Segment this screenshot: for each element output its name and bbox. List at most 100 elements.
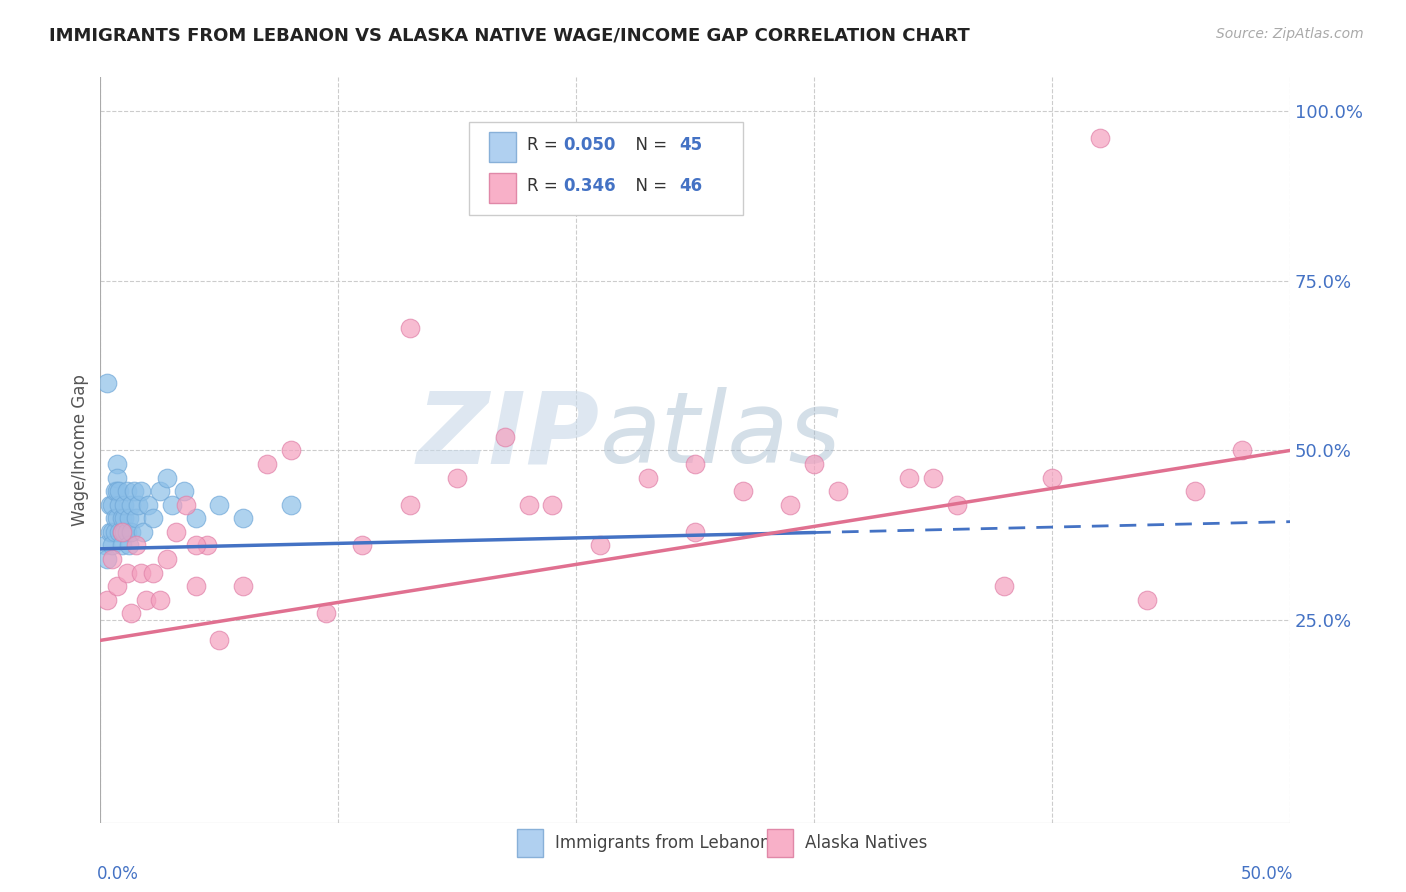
Point <box>541 498 564 512</box>
Point <box>398 321 420 335</box>
Point <box>105 511 128 525</box>
Point <box>683 524 706 539</box>
Point <box>731 484 754 499</box>
Point <box>589 538 612 552</box>
FancyBboxPatch shape <box>517 829 543 857</box>
Point <box>105 470 128 484</box>
Text: 50.0%: 50.0% <box>1241 864 1294 882</box>
Point <box>96 552 118 566</box>
Point <box>105 457 128 471</box>
Point <box>184 511 207 525</box>
Text: 46: 46 <box>679 177 703 195</box>
Point <box>104 484 127 499</box>
Point <box>120 606 142 620</box>
Text: R =: R = <box>527 136 564 153</box>
Point <box>104 524 127 539</box>
Point <box>96 592 118 607</box>
Point <box>922 470 945 484</box>
Point <box>352 538 374 552</box>
Point <box>517 498 540 512</box>
Point <box>115 484 138 499</box>
Text: 0.050: 0.050 <box>564 136 616 153</box>
Point <box>142 566 165 580</box>
Point <box>946 498 969 512</box>
Point <box>1232 443 1254 458</box>
Text: N =: N = <box>626 136 672 153</box>
Point <box>122 484 145 499</box>
Point <box>637 470 659 484</box>
Point <box>315 606 337 620</box>
FancyBboxPatch shape <box>489 132 516 162</box>
Point <box>127 498 149 512</box>
Text: R =: R = <box>527 177 564 195</box>
Point <box>184 538 207 552</box>
Point <box>174 498 197 512</box>
Point <box>108 484 131 499</box>
Point <box>115 524 138 539</box>
Point <box>111 524 134 539</box>
Point <box>398 498 420 512</box>
Point <box>94 538 117 552</box>
Point <box>105 484 128 499</box>
Text: atlas: atlas <box>600 387 842 484</box>
Text: Immigrants from Lebanon: Immigrants from Lebanon <box>555 834 770 852</box>
Y-axis label: Wage/Income Gap: Wage/Income Gap <box>72 375 89 526</box>
Point <box>112 498 135 512</box>
Point <box>197 538 219 552</box>
Point <box>112 511 135 525</box>
Point <box>683 457 706 471</box>
Point <box>98 498 121 512</box>
Point <box>232 579 254 593</box>
Point <box>827 484 849 499</box>
Point <box>96 376 118 390</box>
Text: 0.0%: 0.0% <box>97 864 139 882</box>
Point <box>120 498 142 512</box>
Point <box>129 566 152 580</box>
Point <box>156 470 179 484</box>
Point <box>156 552 179 566</box>
Point <box>173 484 195 499</box>
Point <box>118 511 141 525</box>
Point <box>446 470 468 484</box>
Point <box>779 498 801 512</box>
Point <box>111 511 134 525</box>
Point <box>166 524 188 539</box>
Point <box>149 484 172 499</box>
FancyBboxPatch shape <box>470 122 742 216</box>
Text: Alaska Natives: Alaska Natives <box>804 834 927 852</box>
Point <box>803 457 825 471</box>
Point <box>898 470 921 484</box>
Point <box>184 579 207 593</box>
FancyBboxPatch shape <box>489 173 516 203</box>
Point <box>1136 592 1159 607</box>
Text: Source: ZipAtlas.com: Source: ZipAtlas.com <box>1216 27 1364 41</box>
Point <box>112 524 135 539</box>
Point <box>132 524 155 539</box>
Point <box>1088 131 1111 145</box>
Point <box>125 538 148 552</box>
Point <box>101 524 124 539</box>
Text: 0.346: 0.346 <box>564 177 616 195</box>
Point <box>115 566 138 580</box>
Point <box>135 592 157 607</box>
Point <box>118 538 141 552</box>
Point <box>120 524 142 539</box>
Point <box>98 524 121 539</box>
Point <box>1040 470 1063 484</box>
Point <box>232 511 254 525</box>
Text: IMMIGRANTS FROM LEBANON VS ALASKA NATIVE WAGE/INCOME GAP CORRELATION CHART: IMMIGRANTS FROM LEBANON VS ALASKA NATIVE… <box>49 27 970 45</box>
Point <box>111 524 134 539</box>
Point <box>208 633 231 648</box>
Point <box>101 552 124 566</box>
FancyBboxPatch shape <box>766 829 793 857</box>
Text: N =: N = <box>626 177 672 195</box>
Point <box>108 524 131 539</box>
Point <box>494 430 516 444</box>
Point <box>104 511 127 525</box>
Point <box>105 579 128 593</box>
Point <box>1184 484 1206 499</box>
Point <box>136 498 159 512</box>
Point <box>149 592 172 607</box>
Point <box>101 538 124 552</box>
Point <box>101 498 124 512</box>
